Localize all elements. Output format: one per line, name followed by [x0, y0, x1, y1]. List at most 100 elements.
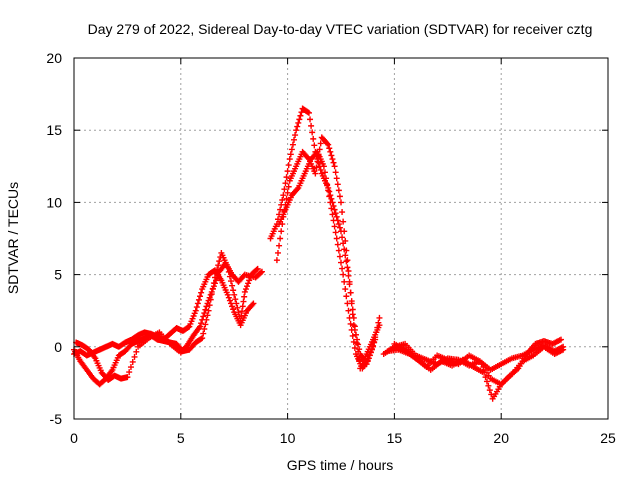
data-point — [249, 301, 256, 308]
data-point — [340, 218, 347, 225]
data-point — [201, 310, 208, 317]
data-point — [245, 280, 252, 287]
data-point — [309, 129, 316, 136]
data-point — [287, 151, 294, 158]
data-point — [204, 312, 211, 319]
data-point — [373, 329, 380, 336]
data-point — [209, 286, 216, 293]
data-point — [233, 300, 240, 307]
data-point — [336, 193, 343, 200]
data-point — [343, 247, 350, 254]
data-point — [339, 234, 346, 241]
data-point — [244, 283, 251, 290]
data-point — [482, 374, 489, 381]
data-point — [339, 265, 346, 272]
data-point — [325, 187, 332, 194]
data-point — [324, 140, 331, 147]
data-point — [331, 223, 338, 230]
data-point — [332, 169, 339, 176]
data-point — [325, 141, 332, 148]
data-point — [234, 304, 241, 311]
data-point — [195, 296, 202, 303]
data-point — [230, 287, 237, 294]
data-point — [199, 335, 206, 342]
data-point — [292, 132, 299, 139]
data-point — [277, 206, 284, 213]
data-point — [376, 314, 383, 321]
y-tick-label: 0 — [54, 339, 62, 355]
data-points — [71, 105, 567, 402]
data-point — [328, 205, 335, 212]
data-point — [354, 336, 361, 343]
y-axis-label: SDTVAR / TECUs — [5, 182, 21, 294]
data-point — [375, 319, 382, 326]
data-point — [297, 112, 304, 119]
data-point — [330, 217, 337, 224]
data-point — [339, 209, 346, 216]
data-point — [345, 307, 352, 314]
series-track-b — [71, 249, 261, 388]
data-point — [329, 156, 336, 163]
y-tick-label: 15 — [46, 122, 62, 138]
data-point — [343, 258, 350, 265]
data-point — [342, 237, 349, 244]
data-point — [371, 339, 378, 346]
grid-lines — [74, 58, 608, 419]
data-point — [283, 174, 290, 181]
data-point — [198, 335, 205, 342]
data-point — [344, 264, 351, 271]
data-point — [131, 353, 138, 360]
data-point — [335, 221, 342, 228]
data-point — [327, 199, 334, 206]
data-point — [284, 189, 291, 196]
data-point — [374, 324, 381, 331]
data-point — [335, 187, 342, 194]
y-tick-label: 10 — [46, 194, 62, 210]
data-point — [344, 257, 351, 264]
data-point — [332, 210, 339, 217]
data-point — [284, 168, 291, 175]
data-point — [349, 332, 356, 339]
data-point — [333, 213, 340, 220]
data-point — [229, 303, 236, 310]
data-point — [367, 349, 374, 356]
data-point — [240, 298, 247, 305]
data-point — [192, 307, 199, 314]
data-point — [351, 345, 358, 352]
data-point — [372, 336, 379, 343]
data-point — [333, 235, 340, 242]
data-point — [485, 382, 492, 389]
data-point — [336, 253, 343, 260]
data-point — [129, 358, 136, 365]
data-point — [370, 342, 377, 349]
data-point — [241, 293, 248, 300]
data-point — [346, 278, 353, 285]
data-point — [126, 369, 133, 376]
data-point — [296, 116, 303, 123]
series-track-f — [276, 148, 379, 372]
data-point — [312, 170, 319, 177]
data-point — [211, 280, 218, 287]
data-point — [246, 277, 253, 284]
data-point — [215, 271, 222, 278]
data-point — [343, 293, 350, 300]
data-point — [323, 175, 330, 182]
data-point — [278, 228, 285, 235]
data-point — [203, 303, 210, 310]
y-tick-labels: -5 0 5 10 15 20 — [46, 50, 62, 427]
series-track-c — [73, 260, 265, 384]
x-tick-label: 10 — [280, 430, 296, 446]
plot-frame — [73, 57, 609, 420]
data-point — [308, 122, 315, 129]
data-point — [317, 166, 324, 173]
data-point — [365, 355, 372, 362]
data-point — [366, 352, 373, 359]
data-point — [313, 164, 320, 171]
data-point — [276, 242, 283, 249]
data-point — [199, 316, 206, 323]
y-tick-label: 20 — [46, 50, 62, 66]
x-tick-labels: 0 5 10 15 20 25 — [70, 430, 616, 446]
data-point — [317, 140, 324, 147]
data-point — [338, 199, 344, 206]
